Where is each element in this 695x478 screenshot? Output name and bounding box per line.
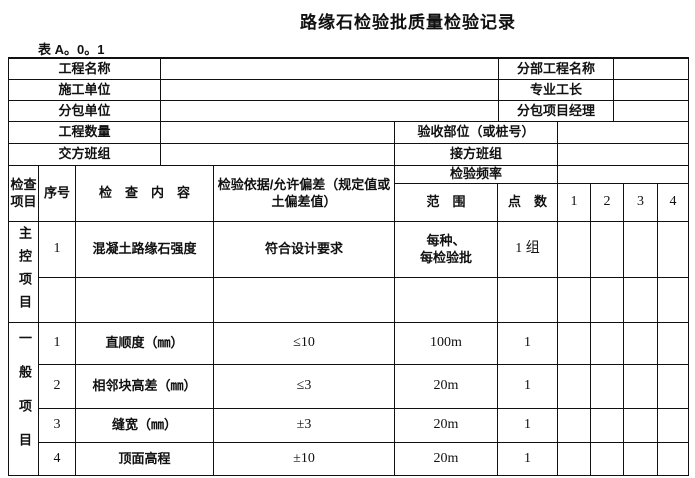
acceptance-location-value (558, 122, 689, 144)
receiving-team-label: 接方班组 (395, 144, 558, 166)
main-row1-seq: 1 (39, 222, 76, 278)
score-cell (591, 443, 624, 476)
main-row1-range: 每种、 每检验批 (395, 222, 498, 278)
score-cell (558, 365, 591, 409)
header-content: 检 查 内 容 (76, 166, 214, 222)
foreman-value (614, 80, 689, 101)
general-row2-points: 1 (498, 365, 558, 409)
general-row1-seq: 1 (39, 323, 76, 365)
quantity-label: 工程数量 (9, 122, 161, 144)
general-row1-points: 1 (498, 323, 558, 365)
subproject-name-value (614, 59, 689, 80)
subcontractor-value (161, 101, 499, 122)
score-cell (558, 409, 591, 443)
score-cell (624, 323, 658, 365)
main-row1-basis: 符合设计要求 (214, 222, 395, 278)
score-cell (624, 365, 658, 409)
header-range: 范 围 (395, 184, 498, 222)
project-name-value (161, 59, 499, 80)
handover-team-label: 交方班组 (9, 144, 161, 166)
table-number-label: 表 A。0。1 (38, 42, 105, 57)
header-score-1: 1 (558, 184, 591, 222)
general-row4-basis: ±10 (214, 443, 395, 476)
header-frequency: 检验频率 (395, 166, 558, 184)
score-cell (558, 222, 591, 278)
score-cell (591, 278, 624, 323)
general-row3-content: 缝宽（㎜） (76, 409, 214, 443)
score-cell (658, 365, 689, 409)
score-cell (624, 222, 658, 278)
handover-team-value (161, 144, 395, 166)
score-cell (591, 222, 624, 278)
main-row2-content (76, 278, 214, 323)
score-cell (624, 443, 658, 476)
general-row3-basis: ±3 (214, 409, 395, 443)
general-row2-content: 相邻块高差（㎜） (76, 365, 214, 409)
score-cell (591, 323, 624, 365)
header-score-2: 2 (591, 184, 624, 222)
main-row2-seq (39, 278, 76, 323)
general-row4-range: 20m (395, 443, 498, 476)
subcontract-manager-value (614, 101, 689, 122)
general-row4-points: 1 (498, 443, 558, 476)
main-row2-points (498, 278, 558, 323)
page-title: 路缘石检验批质量检验记录 (300, 13, 516, 32)
construction-unit-value (161, 80, 499, 101)
project-name-label: 工程名称 (9, 59, 161, 80)
score-cell (658, 278, 689, 323)
section-label-general: 一般项目 (9, 323, 39, 476)
general-row1-basis: ≤10 (214, 323, 395, 365)
construction-unit-label: 施工单位 (9, 80, 161, 101)
header-check-item: 检查 项目 (9, 166, 39, 222)
score-cell (591, 409, 624, 443)
general-row2-range: 20m (395, 365, 498, 409)
score-cell (658, 443, 689, 476)
general-row1-content: 直顺度（㎜） (76, 323, 214, 365)
general-row3-range: 20m (395, 409, 498, 443)
section-label-main-control: 主控项目 (9, 222, 39, 323)
header-seq: 序号 (39, 166, 76, 222)
main-row2-range (395, 278, 498, 323)
header-basis: 检验依据/允许偏差（规定值或 土偏差值） (214, 166, 395, 222)
header-score-4: 4 (658, 184, 689, 222)
general-row3-seq: 3 (39, 409, 76, 443)
header-frequency-spacer (558, 166, 689, 184)
score-cell (558, 278, 591, 323)
general-row1-range: 100m (395, 323, 498, 365)
score-cell (658, 323, 689, 365)
quantity-value (161, 122, 395, 144)
header-score-3: 3 (624, 184, 658, 222)
general-row3-points: 1 (498, 409, 558, 443)
general-row4-content: 顶面高程 (76, 443, 214, 476)
general-row2-basis: ≤3 (214, 365, 395, 409)
inspection-record-table: 工程名称 分部工程名称 施工单位 专业工长 分包单位 分包项目经理 工程数量 验… (8, 57, 689, 476)
header-points: 点 数 (498, 184, 558, 222)
score-cell (624, 278, 658, 323)
score-cell (658, 222, 689, 278)
subcontractor-label: 分包单位 (9, 101, 161, 122)
score-cell (624, 409, 658, 443)
main-row1-content: 混凝土路缘石强度 (76, 222, 214, 278)
section-label-main-control-text: 主控项目 (16, 226, 32, 318)
foreman-label: 专业工长 (499, 80, 614, 101)
receiving-team-value (558, 144, 689, 166)
score-cell (558, 323, 591, 365)
score-cell (591, 365, 624, 409)
general-row4-seq: 4 (39, 443, 76, 476)
section-label-general-text: 一般项目 (16, 331, 32, 467)
acceptance-location-label: 验收部位（或桩号） (395, 122, 558, 144)
subcontract-manager-label: 分包项目经理 (499, 101, 614, 122)
score-cell (558, 443, 591, 476)
main-row1-points: 1 组 (498, 222, 558, 278)
main-row2-basis (214, 278, 395, 323)
general-row2-seq: 2 (39, 365, 76, 409)
score-cell (658, 409, 689, 443)
subproject-name-label: 分部工程名称 (499, 59, 614, 80)
